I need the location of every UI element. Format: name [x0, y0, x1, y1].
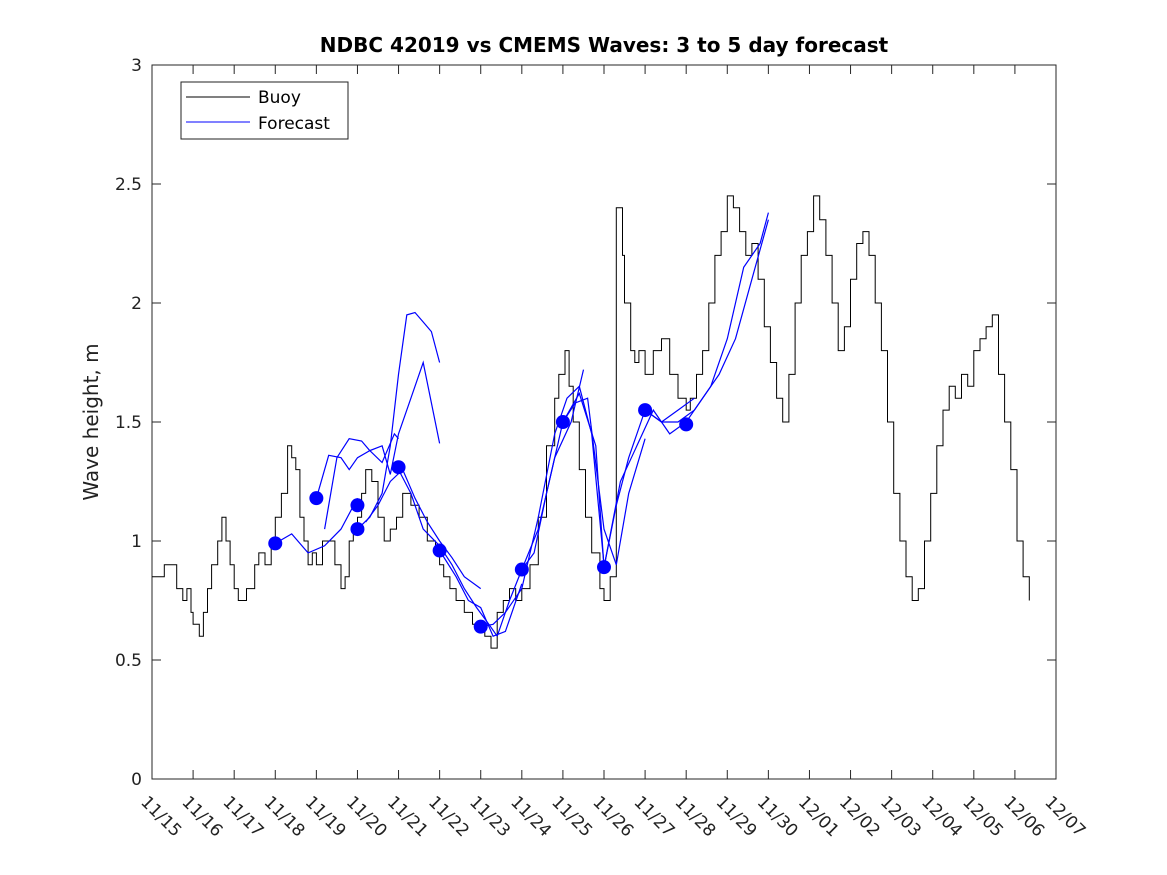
- plot-area: [151, 64, 1057, 780]
- series-forecast-issue-points: [268, 403, 694, 634]
- series-forecast: [274, 212, 769, 637]
- forecast-point: [350, 522, 365, 537]
- forecast-point: [432, 543, 447, 558]
- legend-box: [180, 81, 349, 140]
- forecast-line-2: [324, 360, 441, 530]
- forecast-point: [679, 417, 694, 432]
- forecast-point: [268, 536, 283, 551]
- buoy-line: [152, 195, 1030, 649]
- legend-buoy-label: Buoy: [258, 88, 301, 108]
- forecast-point: [555, 415, 570, 429]
- forecast-line-4: [365, 468, 482, 590]
- forecast-line-12: [644, 212, 769, 423]
- y-axis-label: Wave height, m: [79, 343, 103, 500]
- y-tick-label: 1.5: [115, 413, 142, 433]
- forecast-line-5: [397, 469, 498, 637]
- y-tick-label: 0.5: [115, 651, 142, 671]
- forecast-line-3: [357, 311, 441, 530]
- forecast-line-0: [274, 497, 359, 554]
- forecast-line-6: [439, 550, 523, 637]
- plot-frame: [151, 64, 1057, 780]
- forecast-point: [514, 562, 529, 577]
- y-tick-label: 3: [131, 56, 142, 76]
- y-tick-label: 1: [131, 532, 142, 552]
- legend-forecast-label: Forecast: [258, 114, 330, 134]
- y-tick-label: 0: [131, 770, 142, 790]
- forecast-point: [638, 403, 653, 418]
- forecast-point: [350, 498, 365, 513]
- forecast-line-7: [480, 385, 605, 628]
- y-tick-label: 2.5: [115, 175, 142, 195]
- forecast-point: [309, 491, 324, 506]
- legend: Buoy Forecast: [180, 81, 349, 140]
- chart-title: NDBC 42019 vs CMEMS Waves: 3 to 5 day fo…: [320, 33, 889, 57]
- forecast-point: [391, 460, 406, 475]
- forecast-line-8: [496, 369, 585, 637]
- y-axis-ticks: 0 0.5 1 1.5 2 2.5 3: [115, 56, 1056, 790]
- forecast-point: [597, 560, 611, 575]
- forecast-point: [473, 619, 488, 634]
- series-buoy: [152, 195, 1030, 649]
- y-tick-label: 2: [131, 294, 142, 314]
- forecast-line-10: [562, 391, 695, 568]
